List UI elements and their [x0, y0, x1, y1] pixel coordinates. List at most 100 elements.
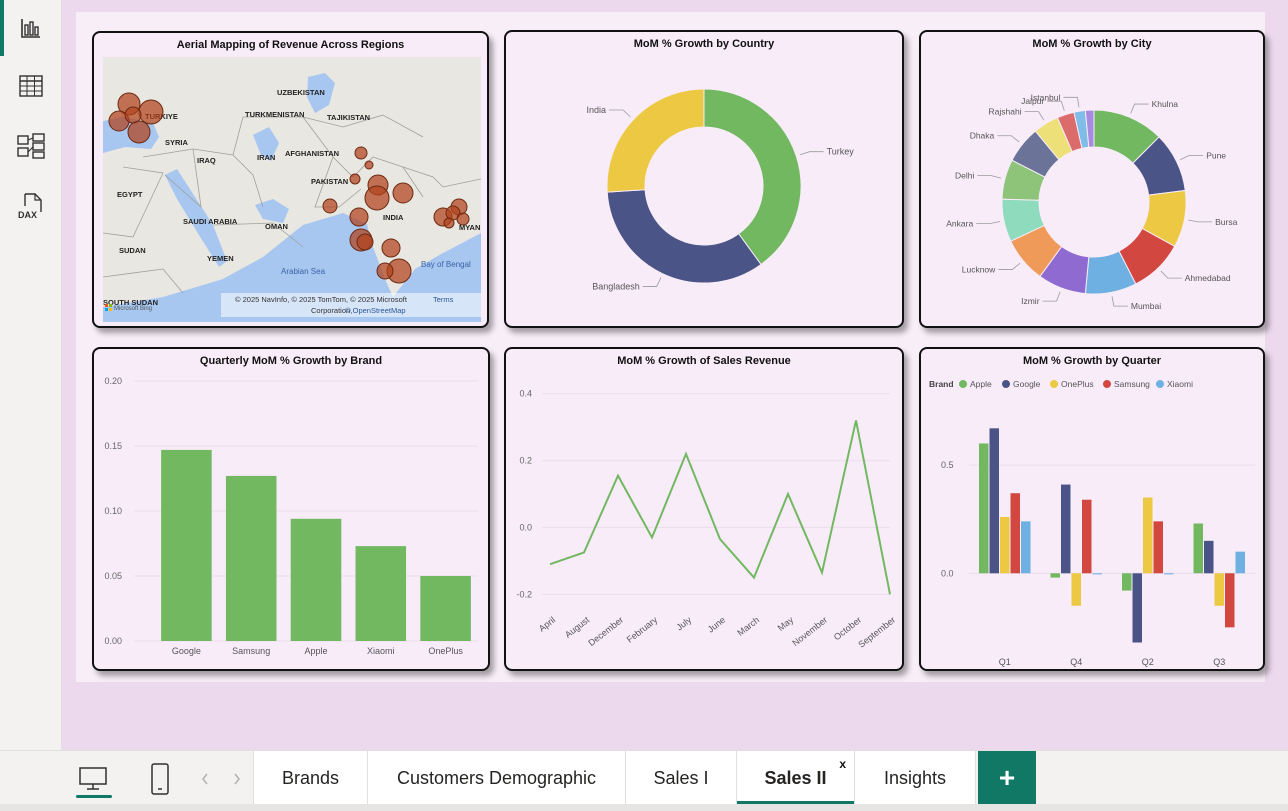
quarter-legend-title: Brand: [929, 379, 954, 389]
brand-bar[interactable]: [355, 546, 407, 641]
city-label: Istanbul: [1031, 92, 1061, 102]
tab-label: Sales II: [764, 767, 827, 788]
country-slice[interactable]: [606, 88, 705, 193]
brand-bar[interactable]: [290, 518, 342, 641]
quarter-bar[interactable]: [1164, 573, 1174, 575]
revenue-line-series[interactable]: [549, 420, 891, 595]
quarter-bar[interactable]: [1204, 540, 1214, 574]
quarter-bar-visual[interactable]: MoM % Growth by Quarter Brand Apple Google…: [919, 347, 1265, 671]
map-visual[interactable]: Aerial Mapping of Revenue Across Regions: [92, 31, 489, 328]
quarter-bar-title: MoM % Growth by Quarter: [1022, 355, 1162, 367]
revenue-line-title: MoM % Growth of Sales Revenue: [617, 355, 791, 367]
desktop-view-button[interactable]: [72, 757, 114, 801]
quarter-bar[interactable]: [1092, 573, 1103, 575]
city-leader-line: [998, 262, 1021, 270]
tab-brands[interactable]: Brands: [253, 751, 368, 805]
tab-sales-i[interactable]: Sales I: [626, 751, 737, 805]
mobile-view-icon: [151, 763, 169, 795]
country-donut-visual[interactable]: MoM % Growth by Country Turkey Bangladesh…: [504, 30, 904, 328]
quarter-bar[interactable]: [1153, 521, 1164, 574]
table-view-button[interactable]: [0, 58, 62, 114]
quarter-legend-label[interactable]: Apple: [970, 379, 992, 389]
country-leader-line: [799, 151, 824, 156]
status-strip: [0, 804, 1288, 811]
map-osm-link: © OpenStreetMap: [345, 306, 406, 315]
quarter-bar[interactable]: [1122, 573, 1132, 591]
country-donut-title: MoM % Growth by Country: [633, 38, 775, 50]
map-label-turkmenistan: TURKMENISTAN: [245, 110, 304, 119]
model-view-button[interactable]: [0, 118, 62, 174]
dax-query-button[interactable]: DAX: [0, 178, 62, 234]
line-xtick-label: December: [586, 615, 625, 648]
quarter-legend-label[interactable]: Samsung: [1114, 379, 1150, 389]
bing-logo-text: Microsoft Bing: [114, 306, 152, 312]
city-donut-title: MoM % Growth by City: [1032, 38, 1152, 50]
desktop-view-indicator: [76, 795, 112, 798]
brand-ytick-label: 0.05: [104, 571, 122, 581]
city-leader-line: [976, 221, 1001, 224]
quarter-bar[interactable]: [1082, 499, 1092, 574]
brand-bar[interactable]: [161, 449, 212, 641]
mobile-view-button[interactable]: [146, 757, 174, 801]
tab-sales-ii[interactable]: Sales II x: [737, 751, 855, 805]
brand-xtick-label: Samsung: [232, 646, 270, 656]
brand-xtick-label: Xiaomi: [367, 646, 395, 656]
quarter-bar[interactable]: [1132, 573, 1143, 643]
quarter-bar[interactable]: [1143, 497, 1153, 574]
red-sea: [165, 169, 227, 267]
quarter-xtick-label: Q3: [1213, 657, 1225, 667]
map-svg: UZBEKISTAN TURKIYE TURKMENISTAN TAJIKIST…: [103, 57, 481, 322]
quarter-bar[interactable]: [1000, 517, 1010, 574]
quarter-bar[interactable]: [1235, 551, 1246, 574]
quarter-bar[interactable]: [1071, 573, 1082, 606]
line-ytick-label: 0.4: [519, 389, 532, 399]
map-label-yemen: YEMEN: [207, 254, 234, 263]
map-canvas[interactable]: UZBEKISTAN TURKIYE TURKMENISTAN TAJIKIST…: [103, 57, 481, 322]
quarter-bar[interactable]: [1225, 573, 1235, 628]
country-slice[interactable]: [606, 189, 762, 284]
map-label-iran: IRAN: [257, 153, 275, 162]
quarter-bar[interactable]: [1050, 573, 1061, 578]
city-leader-line: [1024, 111, 1045, 121]
add-page-button[interactable]: +: [978, 751, 1036, 805]
quarter-bar[interactable]: [1010, 493, 1021, 574]
quarter-bar[interactable]: [1193, 523, 1204, 574]
brand-xtick-label: OnePlus: [428, 646, 463, 656]
country-label: Turkey: [827, 147, 855, 157]
quarter-bar[interactable]: [1021, 521, 1031, 574]
country-slice[interactable]: [703, 88, 802, 266]
brand-bar[interactable]: [225, 475, 277, 641]
report-view-button[interactable]: [0, 0, 62, 56]
map-label-arabian-sea: Arabian Sea: [281, 267, 326, 276]
country-leader-line: [609, 109, 631, 118]
city-label: Delhi: [955, 171, 974, 181]
city-slice[interactable]: [1084, 109, 1095, 148]
tab-insights[interactable]: Insights: [855, 751, 976, 805]
quarter-bar[interactable]: [979, 443, 989, 574]
quarter-bar[interactable]: [1214, 573, 1225, 606]
tab-label: Brands: [281, 767, 340, 788]
city-donut-visual[interactable]: MoM % Growth by City Khulna Pune Bursa Ahme…: [919, 30, 1265, 328]
city-leader-line: [1063, 96, 1080, 108]
scroll-tabs-right-button[interactable]: [228, 757, 246, 801]
close-tab-icon[interactable]: x: [839, 757, 846, 771]
brand-ytick-label: 0.10: [104, 506, 122, 516]
brand-bar-visual[interactable]: Quarterly MoM % Growth by Brand 0.20 0.15…: [92, 347, 490, 671]
quarter-bar[interactable]: [989, 428, 1000, 574]
scroll-tabs-left-button[interactable]: [196, 757, 214, 801]
quarter-legend-label[interactable]: Xiaomi: [1167, 379, 1193, 389]
quarter-bar[interactable]: [1061, 484, 1071, 574]
brand-bar[interactable]: [420, 576, 471, 641]
city-label: Khulna: [1152, 99, 1179, 109]
line-xtick-label: June: [706, 615, 728, 635]
city-leader-line: [1130, 103, 1149, 114]
tab-customers-demographic[interactable]: Customers Demographic: [368, 751, 626, 805]
city-label: Jaipur: [1021, 96, 1044, 106]
line-xtick-label: September: [856, 615, 897, 650]
revenue-line-visual[interactable]: MoM % Growth of Sales Revenue 0.4 0.2 0.0 -…: [504, 347, 904, 671]
map-attribution: © 2025 NavInfo, © 2025 TomTom, © 2025 Mi…: [235, 295, 408, 304]
quarter-legend-label[interactable]: Google: [1013, 379, 1041, 389]
map-bubbles: [108, 92, 470, 284]
city-label: Rajshahi: [989, 107, 1022, 117]
quarter-legend-label[interactable]: OnePlus: [1061, 379, 1094, 389]
